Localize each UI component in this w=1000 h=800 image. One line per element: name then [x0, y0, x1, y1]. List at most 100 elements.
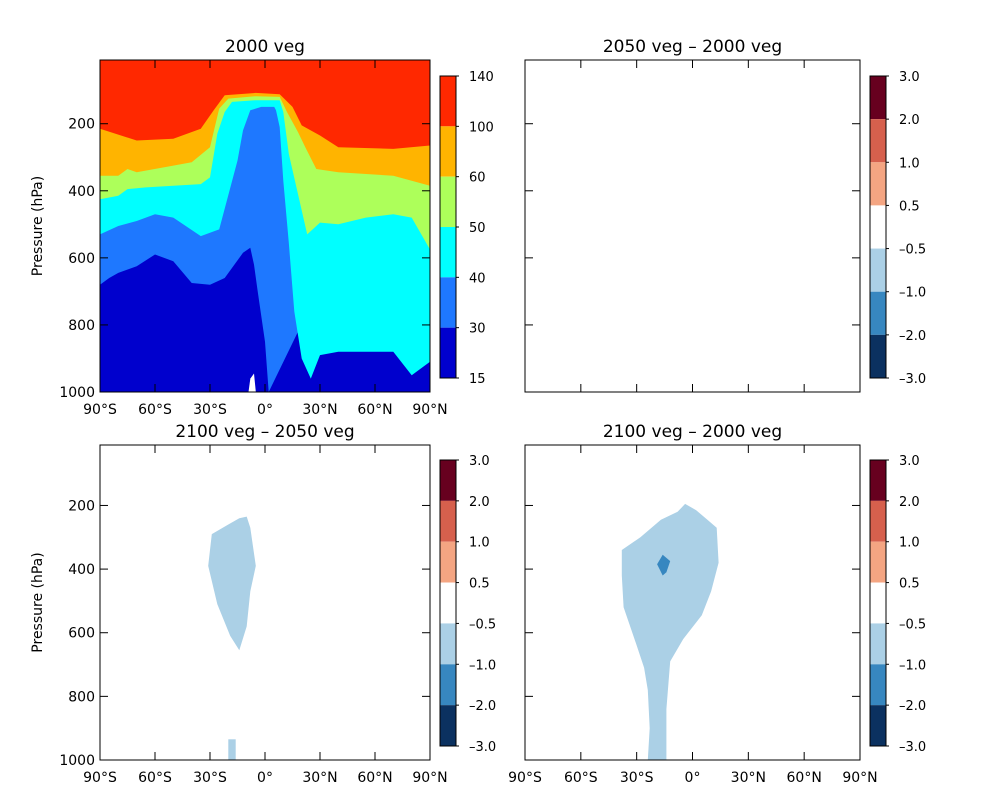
x-tick-label: 90°N — [412, 770, 447, 786]
colorbar-swatch — [440, 126, 456, 177]
colorbar-label: 1.0 — [899, 536, 920, 551]
colorbar-label: 3.0 — [469, 454, 490, 469]
colorbar-swatch — [870, 291, 886, 335]
chart-title: 2100 veg – 2000 veg — [603, 422, 782, 442]
x-tick-label: 0° — [257, 402, 273, 418]
colorbar-label: –1.0 — [469, 658, 496, 673]
colorbar-swatch — [440, 327, 456, 378]
chart-panel-2: 2050 veg – 2000 veg 3.0 2.0 1.0 0.5 –0.5 –1.0 –… — [524, 37, 926, 393]
colorbar-swatch — [870, 664, 886, 706]
missing-data-patch — [248, 373, 256, 392]
x-tick-label: 60°S — [138, 402, 172, 418]
colorbar-swatch — [870, 460, 886, 501]
colorbar-label: 15 — [469, 372, 486, 387]
colorbar-swatch — [870, 541, 886, 583]
colorbar-label: 2.0 — [899, 113, 920, 128]
colorbar-label: –0.5 — [899, 243, 926, 258]
colorbar-swatch — [440, 76, 456, 127]
y-tick-label: 800 — [68, 689, 95, 705]
colorbar-swatch — [870, 582, 886, 624]
y-axis-label: Pressure (hPa) — [30, 176, 46, 276]
colorbar-label: –0.5 — [469, 617, 496, 632]
x-tick-label: 0° — [257, 770, 273, 786]
colorbar-label: –2.0 — [899, 329, 926, 344]
colorbar: 3.0 2.0 1.0 0.5 –0.5 –1.0 –2.0 –3.0 — [869, 454, 926, 755]
colorbar-label: –3.0 — [899, 740, 926, 755]
colorbar-swatch — [870, 248, 886, 292]
colorbar-swatch — [440, 582, 456, 624]
x-tick-label: 90°N — [842, 770, 877, 786]
difference-region-1 — [208, 516, 256, 651]
y-tick-label: 600 — [68, 251, 95, 267]
contour-level-100 — [100, 60, 430, 149]
difference-region-2 — [657, 554, 671, 576]
colorbar-label: 100 — [469, 120, 494, 135]
colorbar-swatch — [870, 205, 886, 249]
y-tick-label: 400 — [68, 184, 95, 200]
x-tick-label: 60°N — [357, 770, 392, 786]
colorbar-swatch — [440, 541, 456, 583]
colorbar-label: 30 — [469, 322, 486, 337]
x-tick-label: 0° — [685, 770, 701, 786]
colorbar-swatch — [870, 162, 886, 206]
y-tick-label: 1000 — [59, 385, 95, 401]
y-tick-label: 600 — [68, 626, 95, 642]
y-tick-label: 200 — [68, 498, 95, 514]
colorbar-label: 0.5 — [899, 199, 920, 214]
colorbar: 3.0 2.0 1.0 0.5 –0.5 –1.0 –2.0 –3.0 — [439, 454, 496, 755]
x-tick-label: 30°S — [193, 770, 227, 786]
x-tick-label: 90°N — [412, 402, 447, 418]
colorbar-label: 40 — [469, 271, 486, 286]
colorbar-frame — [439, 459, 457, 747]
y-tick-label: 800 — [68, 318, 95, 334]
colorbar-swatch — [440, 277, 456, 328]
colorbar-label: 60 — [469, 171, 486, 186]
plot-background — [525, 60, 860, 392]
x-tick-label: 60°S — [564, 770, 598, 786]
difference-region-1 — [621, 503, 719, 760]
colorbar-frame — [869, 75, 887, 379]
colorbar-swatch — [440, 705, 456, 746]
colorbar-label: –2.0 — [899, 699, 926, 714]
colorbar-label: –3.0 — [469, 740, 496, 755]
colorbar-label: 140 — [469, 70, 494, 85]
colorbar-label: 3.0 — [899, 70, 920, 85]
plot-background — [100, 445, 430, 760]
y-tick-label: 1000 — [59, 753, 95, 769]
difference-region-2 — [228, 739, 236, 760]
colorbar-swatch — [440, 500, 456, 542]
x-tick-label: 30°S — [193, 402, 227, 418]
colorbar-label: 3.0 — [899, 454, 920, 469]
colorbar-swatch — [870, 623, 886, 665]
x-tick-label: 60°N — [787, 770, 822, 786]
colorbar-label: 50 — [469, 221, 486, 236]
y-tick-label: 400 — [68, 562, 95, 578]
y-tick-label: 200 — [68, 117, 95, 133]
colorbar-label: 2.0 — [899, 495, 920, 510]
colorbar-label: 1.0 — [899, 156, 920, 171]
colorbar-label: 0.5 — [899, 577, 920, 592]
colorbar-label: –0.5 — [899, 617, 926, 632]
colorbar-label: 0.5 — [469, 577, 490, 592]
colorbar-swatch — [870, 76, 886, 120]
colorbar-frame — [869, 459, 887, 747]
x-tick-label: 30°N — [302, 402, 337, 418]
colorbar-swatch — [440, 176, 456, 227]
x-tick-label: 90°S — [508, 770, 542, 786]
colorbar-swatch — [440, 623, 456, 665]
colorbar-label: –2.0 — [469, 699, 496, 714]
colorbar: 3.0 2.0 1.0 0.5 –0.5 –1.0 –2.0 –3.0 — [869, 70, 926, 387]
colorbar: 15 30 40 50 60 100 140 — [439, 70, 494, 387]
colorbar-swatch — [870, 119, 886, 163]
x-tick-label: 90°S — [83, 402, 117, 418]
colorbar-swatch — [870, 500, 886, 542]
x-tick-label: 60°S — [138, 770, 172, 786]
chart-title: 2000 veg — [225, 37, 305, 57]
colorbar-label: –3.0 — [899, 372, 926, 387]
x-tick-label: 30°N — [302, 770, 337, 786]
y-axis-label: Pressure (hPa) — [30, 552, 46, 652]
colorbar-label: 2.0 — [469, 495, 490, 510]
